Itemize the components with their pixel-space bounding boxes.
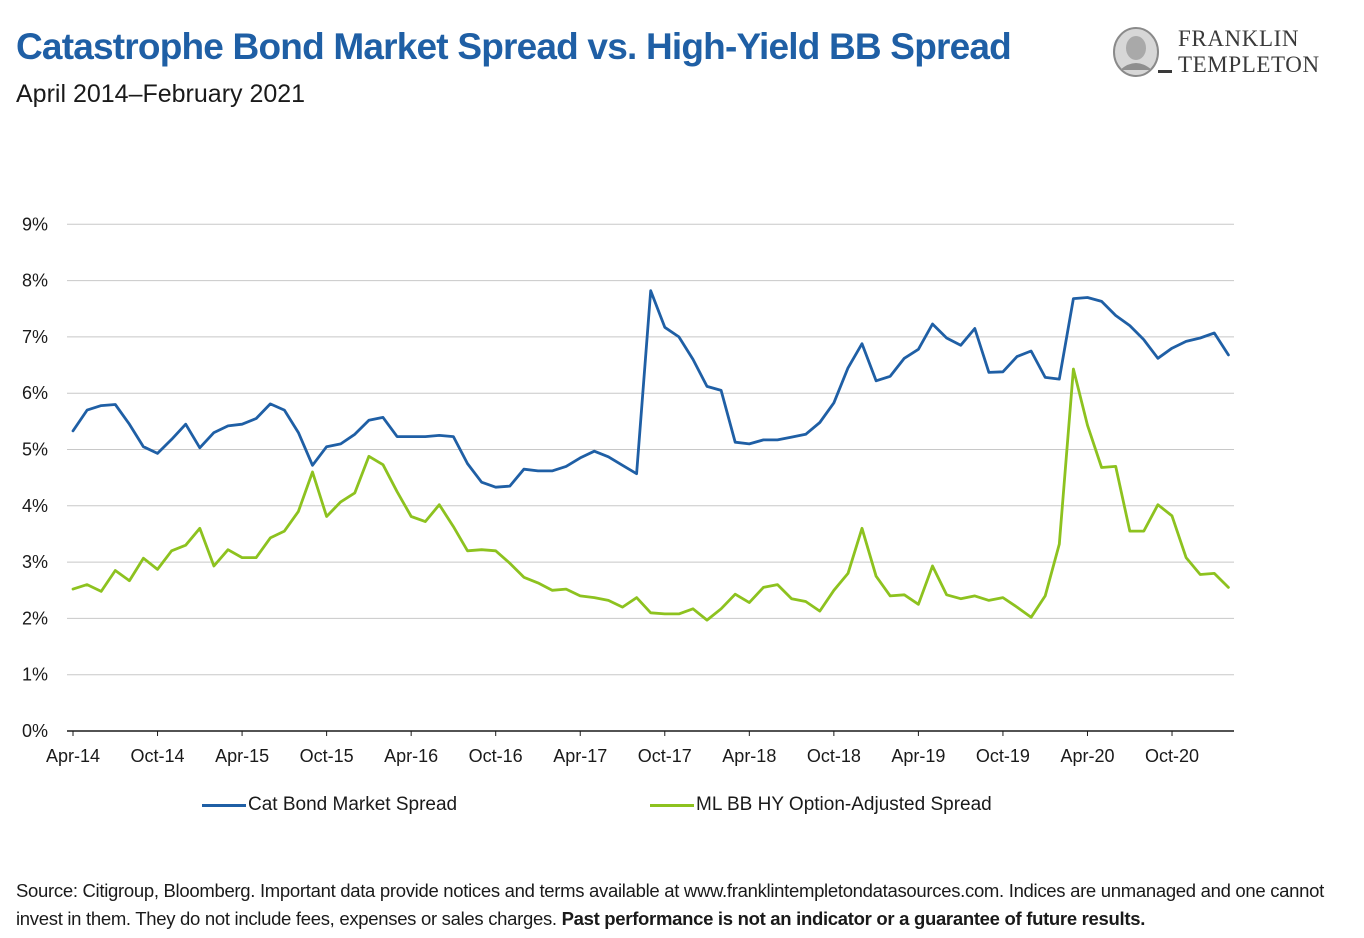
disclaimer-text: Past performance is not an indicator or … <box>561 908 1146 929</box>
franklin-medallion-icon <box>1113 27 1172 77</box>
legend-item-cat-bond: Cat Bond Market Spread <box>202 794 457 816</box>
x-tick-label: Apr-14 <box>46 746 100 766</box>
y-tick-label: 9% <box>22 214 48 234</box>
y-tick-label: 7% <box>22 327 48 347</box>
x-tick-label: Oct-19 <box>976 746 1030 766</box>
source-text: Source: Citigroup, Bloomberg. Important … <box>16 880 1324 929</box>
series-line-cat-bond-market-spread <box>71 289 1230 489</box>
y-tick-label: 0% <box>22 721 48 741</box>
x-tick-label: Oct-17 <box>638 746 692 766</box>
series-line-ml-bb-hy-option-adjusted-spread <box>71 367 1230 622</box>
chart-subtitle: April 2014–February 2021 <box>16 80 306 108</box>
legend-swatch-ml-bb-hy <box>650 803 694 807</box>
y-tick-label: 1% <box>22 665 48 685</box>
x-tick-label: Apr-19 <box>891 746 945 766</box>
x-tick-label: Apr-15 <box>215 746 269 766</box>
y-tick-label: 3% <box>22 552 48 572</box>
logo-line-1: FRANKLIN <box>1178 26 1300 51</box>
x-tick-label: Apr-20 <box>1060 746 1114 766</box>
chart-gridlines <box>67 223 1234 676</box>
logo-line-2: TEMPLETON <box>1178 52 1320 77</box>
x-tick-label: Oct-14 <box>131 746 185 766</box>
y-tick-label: 8% <box>22 271 48 291</box>
x-tick-label: Apr-18 <box>722 746 776 766</box>
line-chart: 0% 1% 2% 3% 4% 5% 6% 7% 8% 9% Apr-14 Oct-14 Apr-15 O… <box>22 214 1234 766</box>
y-tick-label: 4% <box>22 496 48 516</box>
x-axis-tick-labels: Apr-14 Oct-14 Apr-15 Oct-15 Apr-16 Oct-16 Apr-… <box>46 746 1199 766</box>
y-axis-tick-labels: 0% 1% 2% 3% 4% 5% 6% 7% 8% 9% <box>22 214 48 741</box>
x-tick-label: Apr-16 <box>384 746 438 766</box>
x-tick-label: Apr-17 <box>553 746 607 766</box>
x-tick-label: Oct-16 <box>469 746 523 766</box>
franklin-templeton-logo: FRANKLIN TEMPLETON <box>1110 24 1356 80</box>
chart-series <box>71 289 1230 622</box>
y-tick-label: 2% <box>22 608 48 628</box>
legend-label-cat-bond: Cat Bond Market Spread <box>248 794 458 815</box>
y-tick-label: 6% <box>22 383 48 403</box>
x-axis <box>67 730 1234 736</box>
source-footnote: Source: Citigroup, Bloomberg. Important … <box>16 877 1346 933</box>
x-tick-label: Oct-20 <box>1145 746 1199 766</box>
legend-swatch-cat-bond <box>202 803 246 807</box>
chart-title: Catastrophe Bond Market Spread vs. High-… <box>16 26 1012 67</box>
logo-wordmark: FRANKLIN TEMPLETON <box>1178 26 1320 78</box>
y-tick-label: 5% <box>22 440 48 460</box>
x-tick-label: Oct-15 <box>300 746 354 766</box>
legend-item-ml-bb-hy: ML BB HY Option-Adjusted Spread <box>650 794 992 816</box>
legend-label-ml-bb-hy: ML BB HY Option-Adjusted Spread <box>696 794 992 815</box>
x-tick-label: Oct-18 <box>807 746 861 766</box>
